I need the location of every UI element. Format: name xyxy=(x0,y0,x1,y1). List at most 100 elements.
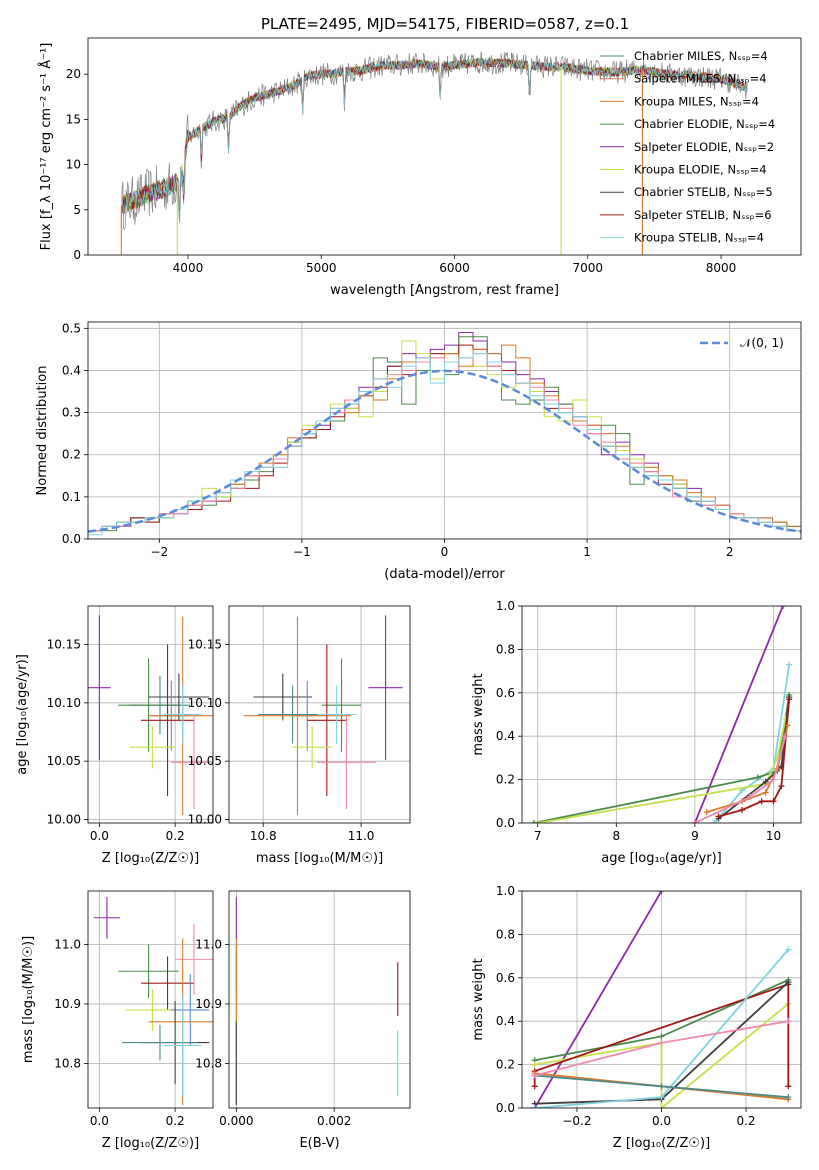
y-tick-label: 15 xyxy=(66,112,81,126)
legend-label: Salpeter MILES, Nₛₛₚ=4 xyxy=(634,72,767,86)
y-tick-label: 20 xyxy=(66,67,81,81)
x-tick-label: 2 xyxy=(726,545,734,559)
x-tick-label: 0.0 xyxy=(90,1114,109,1128)
y-tick-label: 0.8 xyxy=(496,642,515,656)
axes-frame xyxy=(521,890,802,1109)
data-point-marker xyxy=(658,1094,665,1101)
mass-weight-line xyxy=(534,1003,789,1108)
x-tick-label: 6000 xyxy=(439,261,470,275)
y-tick-label: 0.6 xyxy=(496,686,515,700)
axes-frame xyxy=(87,321,802,540)
x-tick-label: 1 xyxy=(583,545,591,559)
axes-frame xyxy=(228,890,411,1109)
y-tick-label: 10.00 xyxy=(188,813,222,827)
y-tick-label: 10.10 xyxy=(47,696,81,710)
data-point-marker xyxy=(762,778,769,785)
x-tick-label: 7 xyxy=(534,829,542,843)
data-point-marker xyxy=(658,1105,665,1108)
y-tick-label: 1.0 xyxy=(496,884,515,898)
age-vs-mass-panel: 10.8 11.0 10.00 10.05 10.10 10.15 mass [log₁₀(… xyxy=(188,605,411,866)
y-axis-label: Flux [f_λ 10⁻¹⁷ erg cm⁻² s⁻¹ Å⁻¹] xyxy=(38,43,54,251)
mass-weight-line xyxy=(533,891,663,1108)
x-tick-label: 11.0 xyxy=(348,829,375,843)
y-tick-label: 10.05 xyxy=(188,754,222,768)
y-tick-label: 0.4 xyxy=(496,729,515,743)
y-tick-label: 10.9 xyxy=(54,997,81,1011)
data-point-marker xyxy=(758,798,765,805)
data-point-marker xyxy=(784,722,791,729)
x-tick-label: 0.0 xyxy=(90,829,109,843)
data-point-marker xyxy=(691,820,698,823)
x-tick-label: 0.0 xyxy=(652,1114,671,1128)
data-point-marker xyxy=(785,946,792,953)
y-tick-label: 0.0 xyxy=(62,532,81,546)
data-point-marker xyxy=(658,891,665,894)
y-axis-label: mass weight xyxy=(471,673,486,755)
data-point-marker xyxy=(786,661,793,668)
y-axis-label: mass weight xyxy=(471,958,486,1040)
legend-label: Kroupa STELIB, Nₛₛₚ=4 xyxy=(634,231,764,245)
y-axis-label: mass [log₁₀(M/M☉)] xyxy=(21,936,36,1063)
legend-label: Kroupa ELODIE, Nₛₛₚ=4 xyxy=(634,163,767,177)
x-axis-label: age [log₁₀(age/yr)] xyxy=(601,851,722,866)
legend-label: Chabrier MILES, Nₛₛₚ=4 xyxy=(634,49,768,63)
y-tick-label: 10.05 xyxy=(47,754,81,768)
data-point-marker xyxy=(531,1105,538,1108)
mass-weight-line xyxy=(533,983,790,1087)
mass-vs-ebv-panel: 0.000 0.002 10.8 10.9 11.0 E(B-V) xyxy=(195,890,411,1151)
mass-weight-vs-age-panel: 7 8 9 10 0.0 0.2 0.4 0.6 0.8 1.0 age [log₁₀(age/yr… xyxy=(471,599,802,866)
data-point-marker xyxy=(658,1033,665,1040)
mass-vs-metallicity-panel: 0.0 0.2 10.8 10.9 11.0 Z [log₁₀(Z/Z☉)] mass [l… xyxy=(21,890,214,1151)
data-point-marker xyxy=(658,1083,665,1090)
plot-area xyxy=(229,606,410,823)
data-point-marker xyxy=(754,774,761,781)
x-tick-label: 0.2 xyxy=(736,1114,755,1128)
x-tick-label: −1 xyxy=(293,545,311,559)
data-point-marker xyxy=(746,793,753,800)
x-tick-label: −2 xyxy=(150,545,168,559)
data-point-marker xyxy=(531,1061,538,1068)
data-point-marker xyxy=(770,798,777,805)
gaussian-curve xyxy=(88,369,801,533)
x-tick-label: 10.8 xyxy=(250,829,277,843)
y-tick-label: 0.6 xyxy=(496,971,515,985)
data-point-marker xyxy=(531,1072,538,1079)
data-point-marker xyxy=(531,1083,538,1090)
legend-label: Salpeter STELIB, Nₛₛₚ=6 xyxy=(634,208,772,222)
y-tick-label: 10 xyxy=(66,158,81,172)
y-tick-label: 0.2 xyxy=(496,1058,515,1072)
y-tick-label: 10.9 xyxy=(195,997,222,1011)
residual-histogram-panel: −2 −1 0 1 2 0.0 0.1 0.2 0.3 0.4 0.5 𝒩(0, 1) (data-mo… xyxy=(35,321,802,582)
data-point-marker xyxy=(782,733,789,740)
mass-weight-vs-metallicity-panel: −0.2 0.0 0.2 0.0 0.2 0.4 0.6 0.8 1.0 Z [log₁₀(Z/Z… xyxy=(471,884,802,1151)
y-tick-label: 11.0 xyxy=(195,938,222,952)
data-point-marker xyxy=(785,1094,792,1101)
y-tick-label: 0.4 xyxy=(62,363,81,377)
plot-area xyxy=(88,606,213,823)
x-tick-label: 8000 xyxy=(706,261,737,275)
y-tick-label: 5 xyxy=(73,203,81,217)
data-point-marker xyxy=(715,813,722,820)
y-tick-label: 0.0 xyxy=(496,816,515,830)
x-tick-label: 0.002 xyxy=(317,1114,351,1128)
axes-frame xyxy=(228,605,411,824)
plot-area xyxy=(522,606,801,823)
data-point-marker xyxy=(534,820,541,823)
plot-area xyxy=(522,891,801,1108)
mass-weight-line xyxy=(694,735,787,823)
legend-label: Chabrier ELODIE, Nₛₛₚ=4 xyxy=(634,117,775,131)
data-point-marker xyxy=(658,1039,665,1046)
axes-frame xyxy=(87,37,802,256)
mass-weight-line xyxy=(718,699,791,818)
data-point-marker xyxy=(786,696,793,703)
y-tick-label: 0.8 xyxy=(496,927,515,941)
x-tick-label: 0 xyxy=(441,545,449,559)
data-point-marker xyxy=(785,1018,792,1025)
y-tick-label: 10.15 xyxy=(188,638,222,652)
plot-area xyxy=(120,51,748,255)
y-tick-label: 0.2 xyxy=(496,773,515,787)
data-point-marker xyxy=(778,783,785,790)
mass-weight-line xyxy=(694,606,784,823)
plot-area xyxy=(229,891,410,1108)
